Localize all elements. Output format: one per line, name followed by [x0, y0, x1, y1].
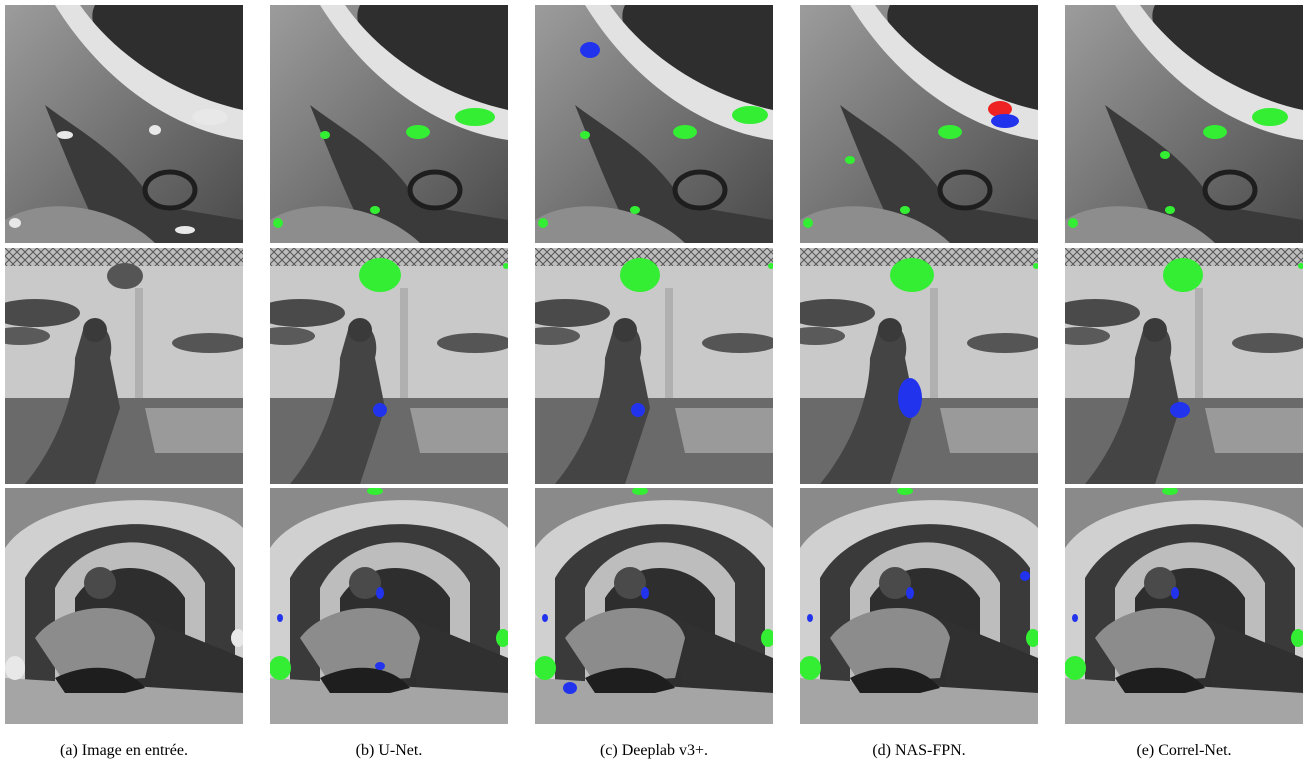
scene — [5, 488, 243, 724]
mask-region — [1171, 587, 1179, 599]
artifact — [231, 629, 243, 647]
image-panel — [535, 5, 773, 243]
mask-region — [906, 587, 914, 599]
image-panel — [800, 488, 1038, 724]
artifact — [107, 263, 143, 289]
scene — [270, 488, 508, 724]
mask-region — [1163, 258, 1203, 292]
mask-region — [988, 101, 1012, 117]
mask-region — [320, 131, 330, 139]
mask-region — [367, 488, 383, 495]
image-panel — [1065, 248, 1303, 484]
mask-region — [807, 614, 813, 622]
mask-region — [1160, 151, 1170, 159]
mask-region — [496, 629, 508, 647]
mask-region — [631, 403, 645, 417]
caption: (a) Image en entrée. — [60, 742, 188, 759]
mask-region — [359, 258, 401, 292]
artifact — [5, 656, 25, 680]
mask-region — [1072, 614, 1078, 622]
image-panel — [270, 488, 508, 724]
mask-region — [632, 488, 648, 495]
mask-region — [535, 656, 556, 680]
mask-region — [373, 403, 387, 417]
artifact — [192, 109, 228, 125]
mask-region — [455, 108, 495, 126]
image-panel — [5, 248, 243, 484]
mask-region — [542, 614, 548, 622]
scene — [1065, 488, 1303, 724]
mask-region — [376, 587, 384, 599]
mask-region — [897, 488, 913, 495]
mask-region — [761, 629, 773, 647]
mask-region — [1162, 488, 1178, 495]
mask-region — [1065, 656, 1086, 680]
mask-region — [898, 378, 922, 418]
mask-region — [406, 125, 430, 139]
caption: (b) U-Net. — [356, 742, 423, 759]
caption: (d) NAS-FPN. — [872, 742, 965, 759]
caption: (c) Deeplab v3+. — [600, 742, 708, 759]
mask-region — [641, 587, 649, 599]
image-panel — [270, 5, 508, 243]
mask-region — [563, 682, 577, 694]
image-panel — [535, 488, 773, 724]
mask-region — [900, 206, 910, 214]
artifact — [57, 131, 73, 139]
mask-region — [1170, 402, 1190, 418]
image-panel — [1065, 5, 1303, 243]
mask-region — [845, 156, 855, 164]
mask-region — [273, 218, 283, 228]
mask-region — [1020, 571, 1030, 581]
mask-region — [375, 662, 385, 670]
image-panel — [535, 248, 773, 484]
mask-region — [270, 656, 291, 680]
mask-region — [1203, 125, 1227, 139]
artifact — [9, 218, 21, 228]
mask-region — [1026, 629, 1038, 647]
mask-region — [890, 258, 934, 292]
mask-region — [1165, 206, 1175, 214]
mask-region — [673, 125, 697, 139]
scene — [535, 5, 773, 243]
mask-region — [938, 125, 962, 139]
image-panel — [5, 488, 243, 724]
image-panel — [1065, 488, 1303, 724]
mask-region — [800, 656, 821, 680]
mask-region — [991, 114, 1019, 128]
mask-region — [1298, 263, 1303, 269]
mask-region — [277, 614, 283, 622]
mask-region — [370, 206, 380, 214]
mask-region — [732, 106, 768, 124]
artifact — [175, 226, 195, 234]
mask-region — [1068, 218, 1078, 228]
image-panel — [800, 5, 1038, 243]
mask-region — [620, 258, 660, 292]
mask-region — [630, 206, 640, 214]
artifact — [149, 125, 161, 135]
mask-region — [1252, 108, 1288, 126]
mask-region — [803, 218, 813, 228]
mask-region — [1033, 263, 1038, 269]
image-panel — [5, 5, 243, 243]
image-panel — [270, 248, 508, 484]
mask-region — [580, 131, 590, 139]
mask-region — [768, 263, 773, 269]
mask-region — [580, 42, 600, 58]
scene — [800, 488, 1038, 724]
mask-region — [1291, 629, 1303, 647]
mask-region — [503, 263, 508, 269]
mask-region — [538, 218, 548, 228]
image-panel — [800, 248, 1038, 484]
caption: (e) Correl-Net. — [1136, 742, 1231, 759]
